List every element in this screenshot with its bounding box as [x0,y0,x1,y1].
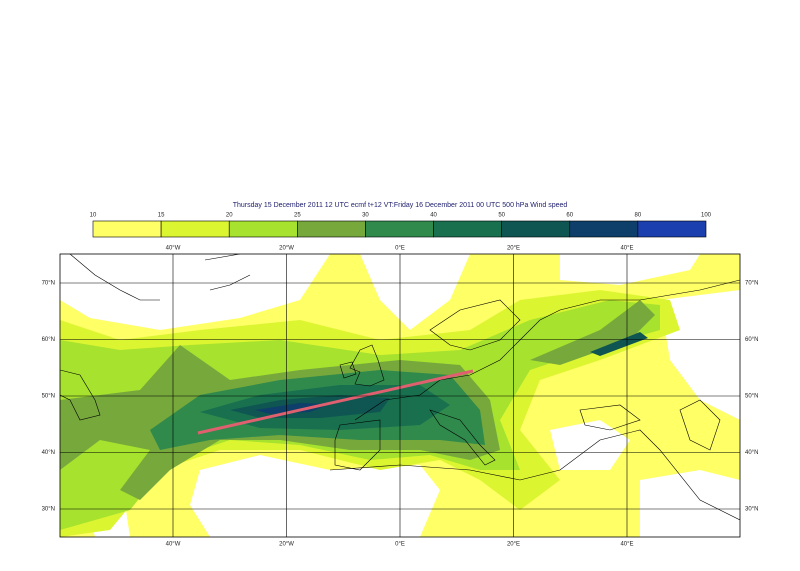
calm-area [190,455,440,537]
calm-area [660,290,740,420]
coastline [204,254,251,291]
coastline [579,404,641,431]
latitude-label-right: 40°N [745,450,758,456]
colorbar-swatch [297,220,366,238]
colorbar-label: 40 [430,213,437,219]
latitude-label-left: 50°N [42,394,55,400]
latitude-label-left: 70°N [42,281,55,287]
coastline [339,361,357,379]
coastline [354,279,740,421]
colorbar-label: 80 [635,213,642,219]
calm-area [360,254,470,330]
wind-band [590,332,648,356]
latitude-label-left: 30°N [42,507,55,513]
calm-area [560,254,700,285]
wind-band [530,300,655,365]
calm-area [550,420,630,470]
coastline [329,429,740,521]
colorbar-label: 20 [226,213,233,219]
coastline [60,369,101,421]
colorbar-swatch [160,220,230,238]
colorbar-swatch [569,220,639,238]
longitude-label-bottom: 20°E [507,542,520,548]
longitude-label-bottom: 0°E [395,542,405,548]
coastline [429,409,496,466]
calm-area [60,254,330,330]
colorbar-swatch [433,220,502,238]
colorbar-label: 10 [90,213,97,219]
graticule [60,254,740,537]
latitude-label-left: 60°N [42,337,55,343]
longitude-label-top: 40°W [166,246,181,252]
calm-area [640,470,740,537]
colorbar-label: 60 [566,213,573,219]
map-frame [59,253,741,538]
coastline [429,299,521,351]
axis-labels: 40°W 40°W 20°W 20°W 0°E 0°E 20°E 20°E 40°E 40°E 70… [42,246,759,548]
colorbar-swatch [637,220,707,238]
longitude-label-top: 0°E [395,246,405,252]
wind-band [255,403,330,414]
colorbar-swatch [228,220,298,238]
coastline [349,344,385,387]
longitude-label-top: 20°E [507,246,520,252]
cross-section-line [197,369,474,435]
longitude-label-top: 20°W [279,246,294,252]
colorbar-label: 30 [362,213,369,219]
colorbar-swatch [501,220,571,238]
colorbar-label: 100 [701,213,712,219]
colorbar-label: 25 [294,213,301,219]
coastline [69,254,160,301]
longitude-label-bottom: 40°E [620,542,633,548]
longitude-label-top: 40°E [620,246,633,252]
longitude-label-bottom: 20°W [279,542,294,548]
colorbar-swatch [365,220,434,238]
longitude-label-bottom: 40°W [166,542,181,548]
map-title: Thursday 15 December 2011 12 UTC ecmf t+… [233,202,568,209]
latitude-label-left: 40°N [42,450,55,456]
colorbar: 10 15 20 25 30 40 50 60 80 100 [90,213,712,238]
colorbar-label: 50 [498,213,505,219]
latitude-label-right: 30°N [745,507,758,513]
coastline [334,419,381,471]
colorbar-swatch [92,220,162,238]
coastline [679,399,721,451]
latitude-label-right: 60°N [745,337,758,343]
colorbar-label: 15 [158,213,165,219]
latitude-label-right: 70°N [745,281,758,287]
latitude-label-right: 50°N [745,394,758,400]
